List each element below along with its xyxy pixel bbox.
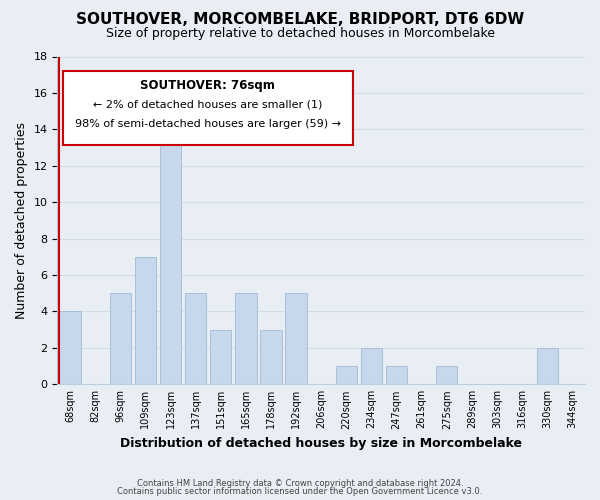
- Text: SOUTHOVER, MORCOMBELAKE, BRIDPORT, DT6 6DW: SOUTHOVER, MORCOMBELAKE, BRIDPORT, DT6 6…: [76, 12, 524, 28]
- Text: Contains public sector information licensed under the Open Government Licence v3: Contains public sector information licen…: [118, 487, 482, 496]
- Text: Contains HM Land Registry data © Crown copyright and database right 2024.: Contains HM Land Registry data © Crown c…: [137, 478, 463, 488]
- FancyBboxPatch shape: [62, 72, 353, 145]
- Bar: [59, 312, 80, 384]
- Text: Size of property relative to detached houses in Morcombelake: Size of property relative to detached ho…: [106, 28, 494, 40]
- Bar: [386, 366, 407, 384]
- Bar: [260, 330, 281, 384]
- Y-axis label: Number of detached properties: Number of detached properties: [15, 122, 28, 319]
- Text: 98% of semi-detached houses are larger (59) →: 98% of semi-detached houses are larger (…: [75, 119, 341, 129]
- Bar: [235, 293, 257, 384]
- Bar: [436, 366, 457, 384]
- Text: ← 2% of detached houses are smaller (1): ← 2% of detached houses are smaller (1): [93, 99, 322, 109]
- Bar: [110, 293, 131, 384]
- Bar: [210, 330, 232, 384]
- Bar: [361, 348, 382, 385]
- Bar: [160, 111, 181, 384]
- Bar: [335, 366, 357, 384]
- Bar: [134, 257, 156, 384]
- X-axis label: Distribution of detached houses by size in Morcombelake: Distribution of detached houses by size …: [120, 437, 522, 450]
- Bar: [536, 348, 558, 385]
- Bar: [185, 293, 206, 384]
- Text: SOUTHOVER: 76sqm: SOUTHOVER: 76sqm: [140, 80, 275, 92]
- Bar: [286, 293, 307, 384]
